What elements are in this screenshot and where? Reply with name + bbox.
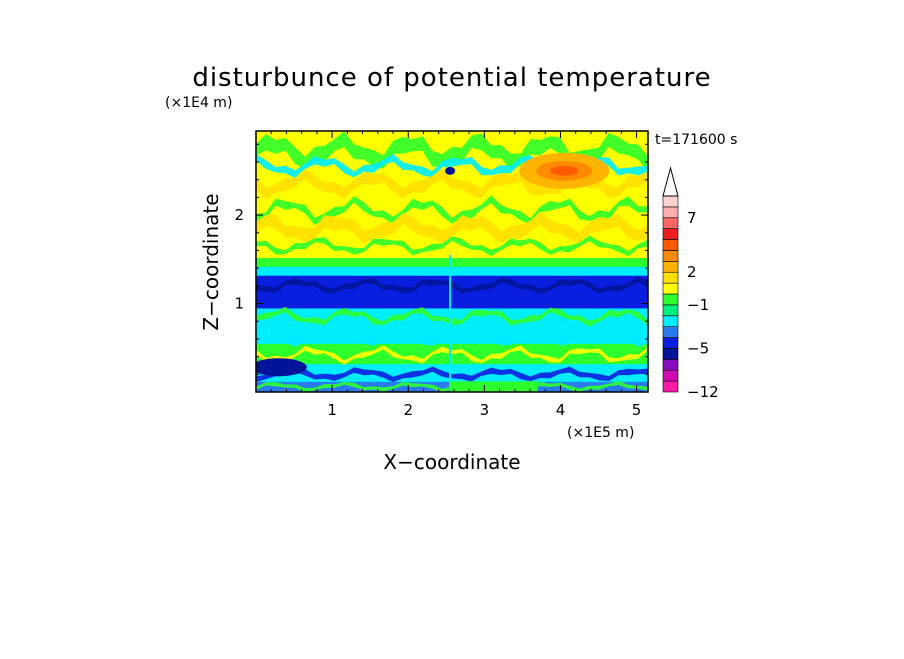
contour-layer-8 <box>256 327 648 347</box>
contour-band-5 <box>256 275 648 309</box>
contour-layer-0 <box>256 131 648 172</box>
colorbar-segment-5 <box>662 326 679 338</box>
contour-layer-5 <box>256 235 648 257</box>
colorbar-label-3: −5 <box>687 339 709 357</box>
contour-layer-2 <box>256 168 648 200</box>
x-axis: 1 2 3 4 5 <box>270 131 642 419</box>
colorbar-segment-8 <box>662 293 679 306</box>
colorbar-segment-12 <box>662 250 679 262</box>
cold-spot <box>445 166 456 175</box>
colorbar-segment-4 <box>662 337 679 349</box>
x-axis-label: X−coordinate <box>383 450 520 474</box>
contour-layer-6 <box>256 276 648 295</box>
colorbar-segment-6 <box>662 315 679 327</box>
contour-layer-10 <box>256 366 648 382</box>
colorbar-label-1: 2 <box>687 263 697 281</box>
contour-layer-3 <box>256 195 648 226</box>
warm-max <box>550 165 579 176</box>
colorbar-segment-10 <box>662 271 679 284</box>
colorbar-segment-9 <box>662 282 679 295</box>
y-axis-label: Z−coordinate <box>199 193 223 330</box>
colorbar-segment-11 <box>662 261 679 273</box>
contour-layer-1 <box>256 153 648 179</box>
colorbar-extend-arrow <box>662 166 679 197</box>
x-tick-label-4: 5 <box>632 401 642 419</box>
colorbar-label-4: −12 <box>687 383 719 401</box>
colorbar-segment-16 <box>662 206 679 219</box>
colorbar-segment-3 <box>662 348 679 360</box>
colorbar-label-0: 7 <box>687 209 697 227</box>
colorbar-segment-17 <box>662 195 679 208</box>
time-label: t=171600 s <box>655 132 737 148</box>
y-scale-label: (×1E4 m) <box>165 95 232 111</box>
colorbar-segment-15 <box>662 217 679 229</box>
contour-layer-4 <box>256 211 648 245</box>
contour-band-6 <box>256 266 648 276</box>
cold-min <box>256 358 307 377</box>
x-tick-label-0: 1 <box>327 401 337 419</box>
colorbar-segment-7 <box>662 304 679 317</box>
y-tick-label-0: 1 <box>234 295 244 313</box>
contour-layer-7 <box>256 306 648 327</box>
x-scale-label: (×1E5 m) <box>567 425 634 441</box>
chart-title: disturbunce of potential temperature <box>192 63 711 93</box>
colorbar-segment-2 <box>662 359 679 371</box>
contour-field <box>256 131 648 392</box>
contour-layer-9 <box>256 345 648 365</box>
plot-frame <box>255 130 649 393</box>
contour-layer-11 <box>256 381 648 392</box>
colorbar-segment-0 <box>662 380 679 393</box>
colorbar-segment-13 <box>662 239 679 251</box>
contour-band-7 <box>256 257 648 267</box>
colorbar-segment-14 <box>662 228 679 240</box>
x-tick-label-3: 4 <box>556 401 566 419</box>
y-axis: 12 <box>234 143 648 375</box>
surface-band-right <box>450 381 538 392</box>
colorbar-segment-1 <box>662 369 679 382</box>
x-tick-label-1: 2 <box>403 401 413 419</box>
colorbar-label-2: −1 <box>687 296 709 314</box>
y-tick-label-1: 2 <box>234 206 244 224</box>
x-tick-label-2: 3 <box>480 401 490 419</box>
colorbar: 7 2 −1 −5 −12 <box>662 166 719 401</box>
